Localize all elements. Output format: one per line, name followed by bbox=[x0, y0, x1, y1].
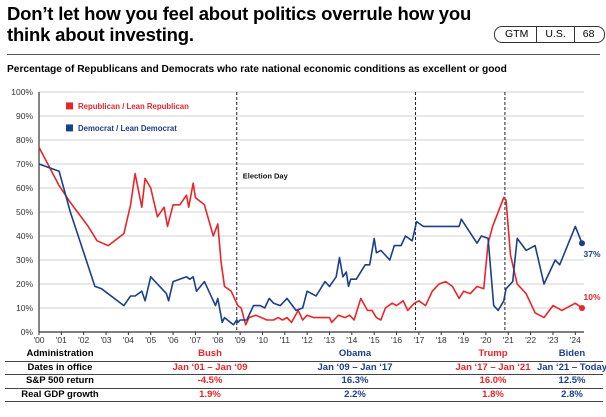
democrat-end-point bbox=[579, 240, 585, 247]
x-tick-label: '05 bbox=[145, 335, 156, 345]
gdp-obama: 2.2% bbox=[344, 388, 366, 400]
x-tick-label: '06 bbox=[168, 335, 179, 345]
x-tick-label: '02 bbox=[78, 335, 89, 345]
x-tick-label: '08 bbox=[212, 335, 223, 345]
republican-end-point bbox=[579, 305, 585, 311]
x-tick-label: '10 bbox=[257, 335, 268, 345]
y-tick-label: 100% bbox=[11, 87, 33, 97]
x-tick-label: '16 bbox=[391, 335, 402, 345]
gdp-trump: 1.8% bbox=[482, 388, 504, 400]
x-tick-label: '15 bbox=[369, 335, 380, 345]
legend: Republican / Lean Republican Democrat / L… bbox=[66, 102, 189, 133]
x-tick-label: '03 bbox=[100, 335, 111, 345]
x-tick-label: '21 bbox=[503, 335, 514, 345]
y-tick-label: 10% bbox=[16, 303, 33, 313]
admin-bush: Bush bbox=[198, 348, 222, 359]
administration-table: Administration Bush Obama Trump Biden Da… bbox=[5, 348, 606, 402]
chart-title: Percentage of Republicans and Democrats … bbox=[7, 64, 507, 75]
gdp-biden: 2.8% bbox=[561, 388, 583, 400]
sp500-biden: 12.5% bbox=[558, 375, 586, 386]
x-tick-label: '23 bbox=[547, 335, 558, 345]
x-tick-label: '14 bbox=[346, 335, 357, 345]
republican-end-label: 10% bbox=[583, 292, 600, 302]
x-tick-label: '01 bbox=[56, 335, 67, 345]
y-tick-label: 70% bbox=[16, 159, 33, 169]
x-tick-label: '00 bbox=[33, 335, 44, 345]
row-administration: Administration Bush Obama Trump Biden bbox=[5, 348, 603, 362]
legend-swatch-democrat bbox=[66, 124, 73, 132]
x-tick-label: '19 bbox=[458, 335, 469, 345]
admin-obama: Obama bbox=[338, 348, 372, 359]
y-tick-label: 40% bbox=[16, 231, 33, 241]
x-tick-label: '12 bbox=[302, 335, 313, 345]
x-tick-label: '22 bbox=[525, 335, 536, 345]
x-tick-label: '09 bbox=[235, 335, 246, 345]
line-chart: 0% 10% 20% 30% 40% 50% 60% 70% 80% 90% 100% '00 '01… bbox=[11, 87, 601, 345]
header-divider bbox=[7, 54, 600, 55]
gdp-bush: 1.9% bbox=[199, 388, 221, 400]
sp500-obama: 16.3% bbox=[341, 375, 369, 386]
y-tick-label: 0% bbox=[21, 327, 34, 337]
legend-swatch-republican bbox=[66, 102, 73, 110]
legend-label-republican: Republican / Lean Republican bbox=[78, 102, 189, 111]
democrat-line bbox=[38, 163, 583, 326]
x-tick-label: '20 bbox=[480, 335, 491, 345]
y-tick-label: 20% bbox=[16, 279, 33, 289]
row-sp500: S&P 500 return -4.5% 16.3% 16.0% 12.5% bbox=[5, 375, 603, 389]
y-tick-label: 90% bbox=[16, 111, 33, 121]
x-tick-label: '18 bbox=[436, 335, 447, 345]
series-lines: 10% 37% bbox=[38, 146, 601, 326]
badge-region: U.S. bbox=[536, 27, 573, 42]
x-tick-label: '07 bbox=[190, 335, 201, 345]
y-tick-label: 60% bbox=[16, 183, 33, 193]
dates-trump: Jan ‘17 – Jan ‘21 bbox=[455, 361, 531, 373]
row-label: Dates in office bbox=[27, 361, 93, 373]
x-tick-label: '04 bbox=[123, 335, 134, 345]
row-dates: Dates in office Jan ‘01 – Jan ‘09 Jan ‘0… bbox=[5, 361, 606, 375]
badge-page-number: 68 bbox=[573, 27, 605, 42]
x-axis: '00 '01 '02 '03 '04 '05 '06 '07 '08 '09 '10 '11 '12 '… bbox=[33, 331, 584, 345]
election-day-label: Election Day bbox=[243, 171, 289, 180]
dates-bush: Jan ‘01 – Jan ‘09 bbox=[172, 361, 248, 373]
gridlines bbox=[39, 91, 584, 309]
y-tick-label: 80% bbox=[16, 135, 33, 145]
legend-label-democrat: Democrat / Lean Democrat bbox=[78, 124, 177, 133]
sp500-trump: 16.0% bbox=[479, 375, 507, 386]
democrat-end-label: 37% bbox=[583, 249, 600, 259]
x-tick-label: '13 bbox=[324, 335, 335, 345]
y-tick-label: 50% bbox=[16, 207, 33, 217]
dates-biden: Jan ‘21 – Today bbox=[536, 361, 606, 373]
row-label: Administration bbox=[26, 348, 94, 359]
row-gdp: Real GDP growth 1.9% 2.2% 1.8% 2.8% bbox=[5, 388, 603, 402]
admin-biden: Biden bbox=[558, 348, 586, 359]
x-tick-label: '24 bbox=[570, 335, 581, 345]
row-label: S&P 500 return bbox=[26, 375, 94, 386]
republican-line bbox=[38, 146, 583, 326]
x-tick-label: '17 bbox=[413, 335, 424, 345]
page-title: Don’t let how you feel about politics ov… bbox=[7, 3, 472, 45]
dates-obama: Jan ‘09 – Jan ‘17 bbox=[317, 361, 393, 373]
gtm-badge: GTM U.S. 68 bbox=[494, 26, 606, 43]
y-axis: 0% 10% 20% 30% 40% 50% 60% 70% 80% 90% 100% bbox=[11, 87, 40, 337]
x-tick-label: '11 bbox=[280, 335, 291, 345]
badge-guide: GTM bbox=[505, 28, 529, 40]
admin-trump: Trump bbox=[478, 348, 508, 359]
sp500-bush: -4.5% bbox=[197, 375, 223, 386]
y-tick-label: 30% bbox=[16, 255, 33, 265]
row-label: Real GDP growth bbox=[21, 388, 99, 400]
